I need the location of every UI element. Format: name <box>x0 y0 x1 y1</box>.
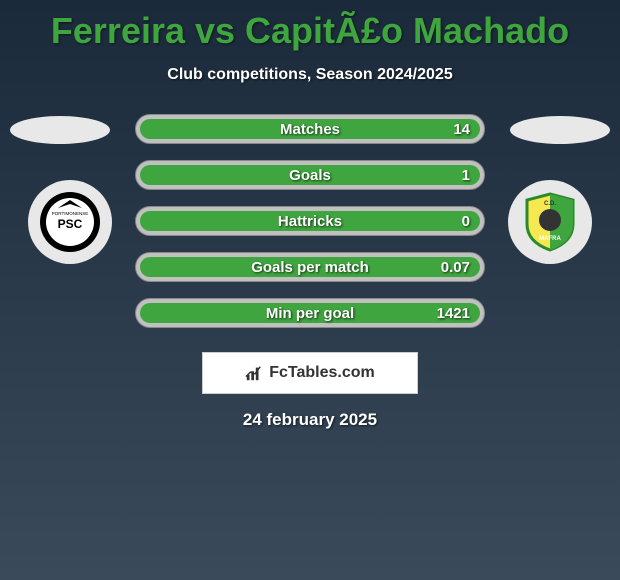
player-avatar-left-placeholder <box>10 116 110 144</box>
stats-list: Matches 14 Goals 1 Hattricks 0 Goals per… <box>135 114 485 328</box>
player-avatar-right-placeholder <box>510 116 610 144</box>
stat-row-matches: Matches 14 <box>135 114 485 144</box>
stat-value: 0 <box>462 213 470 230</box>
stat-label: Hattricks <box>278 213 342 230</box>
svg-text:PSC: PSC <box>58 217 83 231</box>
stat-value: 14 <box>453 121 470 138</box>
svg-text:MAFRA: MAFRA <box>539 236 561 242</box>
subtitle: Club competitions, Season 2024/2025 <box>0 66 620 84</box>
stat-row-min-per-goal: Min per goal 1421 <box>135 298 485 328</box>
brand-box[interactable]: FcTables.com <box>202 352 418 394</box>
svg-text:C.D.: C.D. <box>544 201 556 207</box>
stat-row-hattricks: Hattricks 0 <box>135 206 485 236</box>
brand-label: FcTables.com <box>269 364 375 382</box>
mafra-crest-icon: C.D. MAFRA <box>521 190 579 254</box>
date-text: 24 february 2025 <box>0 410 620 430</box>
stat-value: 1 <box>462 167 470 184</box>
stat-value: 1421 <box>437 305 470 322</box>
stat-label: Matches <box>280 121 340 138</box>
stat-value: 0.07 <box>441 259 470 276</box>
stat-label: Min per goal <box>266 305 354 322</box>
stat-row-goals: Goals 1 <box>135 160 485 190</box>
club-badge-right: C.D. MAFRA <box>508 180 592 264</box>
stat-label: Goals <box>289 167 331 184</box>
stat-row-goals-per-match: Goals per match 0.07 <box>135 252 485 282</box>
club-badge-left: PSC PORTIMONENSE <box>28 180 112 264</box>
main-area: PSC PORTIMONENSE C.D. MAFRA Matches 14 G… <box>0 114 620 430</box>
svg-text:PORTIMONENSE: PORTIMONENSE <box>52 211 88 216</box>
stat-label: Goals per match <box>251 259 369 276</box>
portimonense-crest-icon: PSC PORTIMONENSE <box>38 190 102 254</box>
bar-chart-icon <box>245 364 263 382</box>
page-title: Ferreira vs CapitÃ£o Machado <box>0 0 620 52</box>
